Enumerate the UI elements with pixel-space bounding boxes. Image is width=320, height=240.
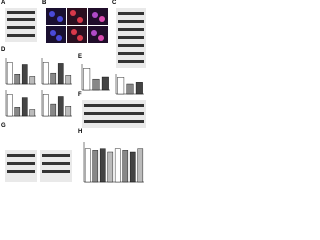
bar [99,148,106,183]
bar [57,96,64,117]
figure: A B C D E F G H [1,0,146,183]
bar [83,68,91,91]
bar [6,94,13,117]
bar [126,83,134,95]
bar [117,77,125,95]
bar [42,94,49,117]
panel-label: C [112,0,117,6]
bar [21,64,28,85]
blot-g [5,150,72,182]
bar [129,151,136,183]
panel-label: D [1,47,6,53]
bar [84,148,91,183]
bar [57,63,64,85]
bar [14,107,21,117]
bar [14,74,21,85]
bar [65,106,72,117]
bar [6,62,13,85]
bar [92,150,99,183]
bar [21,97,28,117]
panel-label: F [78,92,82,98]
bar [42,62,49,85]
microscopy-b [46,8,108,43]
panel-label: B [42,0,47,6]
bar [92,78,100,91]
bar [101,76,109,91]
bar [65,75,72,85]
blot-a [5,8,37,42]
blot-c [116,8,146,68]
panel-label: A [1,0,6,6]
bar [135,82,143,95]
panel-label: H [78,129,82,135]
bar [29,76,36,85]
bar [50,72,57,85]
bar [114,148,121,183]
panel-label: G [1,123,6,129]
panel-label: E [78,54,82,60]
bar [107,151,114,183]
bar [50,103,57,117]
blot-f [82,100,146,128]
bar [29,109,36,117]
bar [122,150,129,183]
bar [137,148,144,183]
